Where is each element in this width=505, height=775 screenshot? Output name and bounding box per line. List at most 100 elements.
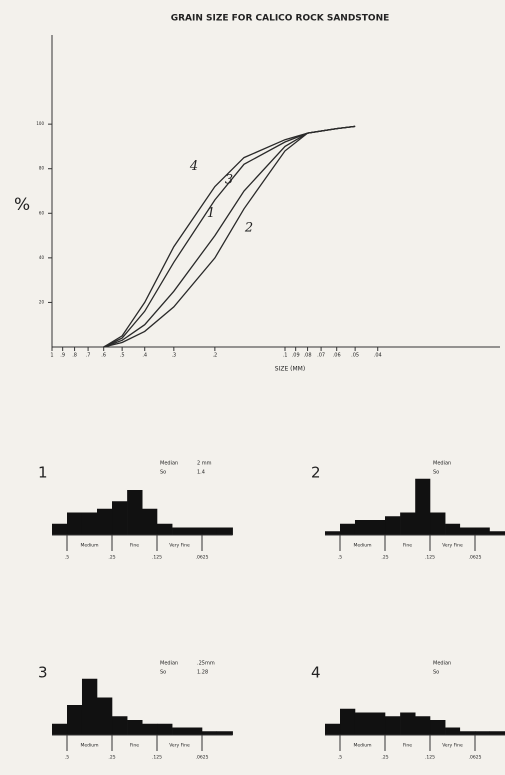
x-tick-label: 1 (50, 353, 53, 359)
so-label: So (160, 670, 166, 676)
bar (370, 713, 385, 736)
bar (460, 731, 476, 735)
y-tick-label: 60 (39, 210, 45, 215)
x-tick-label: .2 (212, 353, 217, 359)
median-label: Median (433, 661, 451, 667)
bar (445, 524, 460, 535)
so-value: 1.28 (197, 670, 208, 676)
size-class: Medium (354, 743, 372, 749)
bar (355, 520, 370, 535)
x-tick-label: .09 (292, 353, 300, 359)
x-tick-label: .0625 (196, 755, 209, 761)
x-tick-label: .04 (374, 353, 382, 359)
x-tick-label: .125 (152, 555, 162, 561)
bar (187, 528, 203, 536)
x-tick-label: .25 (381, 555, 388, 561)
bar (385, 516, 400, 535)
bar (430, 513, 445, 536)
bar (460, 528, 476, 536)
bar (172, 728, 187, 736)
bar (97, 698, 112, 736)
bar (187, 728, 203, 736)
bar (127, 720, 142, 735)
y-tick-label: 80 (39, 166, 45, 171)
x-tick-label: .5 (65, 555, 69, 561)
x-tick-label: .5 (65, 755, 69, 761)
curve-label: 2 (244, 220, 253, 235)
size-class: Fine (130, 743, 139, 749)
x-tick-label: .5 (338, 755, 342, 761)
x-tick-label: .8 (72, 353, 77, 359)
x-tick-label: .125 (425, 755, 435, 761)
x-tick-label: .125 (425, 555, 435, 561)
panel-number: 4 (311, 664, 321, 682)
x-tick-label: .5 (338, 555, 342, 561)
x-tick-label: .6 (101, 353, 106, 359)
x-tick-label: .0625 (469, 555, 482, 561)
y-tick-label: 20 (39, 299, 45, 304)
bar (52, 724, 67, 735)
bar (475, 731, 490, 735)
bar (489, 731, 505, 735)
bar (127, 490, 142, 535)
page: GRAIN SIZE FOR CALICO ROCK SANDSTONE % S… (0, 0, 505, 775)
x-tick-label: .25 (108, 555, 115, 561)
x-tick-label: .07 (317, 353, 325, 359)
bar (202, 528, 217, 536)
bar (52, 524, 67, 535)
x-tick-label: .125 (152, 755, 162, 761)
panel-number: 2 (311, 464, 321, 482)
size-class: Very Fine (442, 743, 463, 749)
y-axis-label: % (14, 195, 30, 215)
bar (475, 528, 490, 536)
size-class: Very Fine (169, 743, 190, 749)
x-tick-label: .25 (381, 755, 388, 761)
bar (157, 724, 172, 735)
bar (400, 513, 415, 536)
bar (172, 528, 187, 536)
x-tick-label: .0625 (469, 755, 482, 761)
bar (216, 731, 232, 735)
so-label: So (433, 470, 439, 476)
size-class: Medium (81, 743, 99, 749)
x-tick-label: .5 (120, 353, 125, 359)
size-class: Fine (130, 543, 139, 549)
bar (445, 728, 460, 736)
so-label: So (433, 670, 439, 676)
bar (82, 513, 97, 536)
so-label: So (160, 470, 166, 476)
bar (415, 479, 430, 535)
median-label: Median (160, 661, 178, 667)
size-class: Medium (354, 543, 372, 549)
x-tick-label: .25 (108, 755, 115, 761)
size-class: Medium (81, 543, 99, 549)
curve-label: 4 (189, 159, 198, 174)
bar (97, 509, 112, 535)
bar (489, 531, 505, 535)
x-tick-label: .0625 (196, 555, 209, 561)
median-value: 2 mm (197, 461, 212, 467)
bar (216, 528, 232, 536)
bar (340, 524, 355, 535)
bar (400, 713, 415, 736)
bar (142, 509, 157, 535)
size-class: Fine (403, 743, 412, 749)
x-tick-label: .3 (171, 353, 176, 359)
x-tick-label: .7 (86, 353, 91, 359)
size-class: Fine (403, 543, 412, 549)
so-value: 1.4 (197, 470, 205, 476)
bar (430, 720, 445, 735)
median-label: Median (433, 461, 451, 467)
bar (325, 724, 340, 735)
x-tick-label: .4 (142, 353, 147, 359)
bar (340, 709, 355, 735)
bar (112, 716, 127, 735)
size-class: Very Fine (442, 543, 463, 549)
bar (355, 713, 370, 736)
chart-title: GRAIN SIZE FOR CALICO ROCK SANDSTONE (171, 14, 390, 24)
x-tick-label: .08 (304, 353, 312, 359)
y-tick-label: 40 (39, 255, 45, 260)
median-value: .25mm (197, 661, 215, 667)
y-tick-label: 100 (36, 121, 44, 126)
bar (82, 679, 97, 735)
